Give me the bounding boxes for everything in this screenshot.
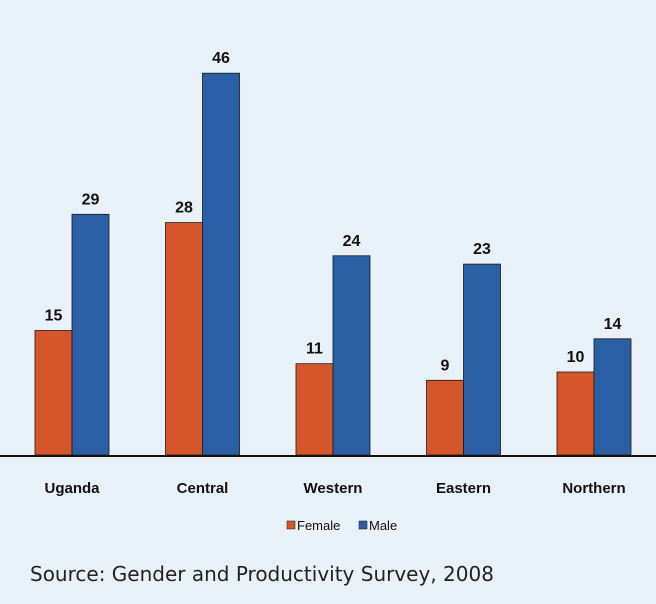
legend-label-female: Female [297,518,340,533]
data-label-female-central: 28 [175,200,193,217]
data-label-female-uganda: 15 [45,308,63,325]
data-label-male-western: 24 [343,233,361,250]
category-label-central: Central [177,480,229,497]
legend-swatch-male [358,520,368,530]
category-label-eastern: Eastern [436,480,491,497]
data-label-male-northern: 14 [604,316,622,333]
bar-female-western [295,363,334,456]
data-label-male-eastern: 23 [473,241,491,258]
legend-label-male: Male [369,518,397,533]
bar-female-uganda [34,330,73,456]
bar-male-northern [593,338,632,456]
bar-male-western [332,255,371,456]
bar-female-eastern [426,379,464,456]
bar-female-central [165,222,203,456]
data-label-female-northern: 10 [567,349,585,366]
category-label-western: Western [304,480,363,497]
category-labels: Uganda Central Western Eastern Northern [44,480,625,497]
data-label-male-central: 46 [212,50,230,67]
bar-male-uganda [71,213,110,456]
bar-male-central [202,72,240,456]
bar-male-eastern [463,263,501,456]
bars-layer: 15 29 28 46 11 24 9 23 10 14 [34,50,632,456]
category-label-northern: Northern [562,480,625,497]
data-label-female-western: 11 [306,341,323,358]
data-label-male-uganda: 29 [82,191,100,208]
category-label-uganda: Uganda [44,480,100,497]
source-note: Source: Gender and Productivity Survey, … [30,562,494,586]
data-label-female-eastern: 9 [441,357,450,374]
bar-female-northern [556,371,595,456]
legend: Female Male [286,518,397,533]
legend-swatch-female [286,520,296,530]
